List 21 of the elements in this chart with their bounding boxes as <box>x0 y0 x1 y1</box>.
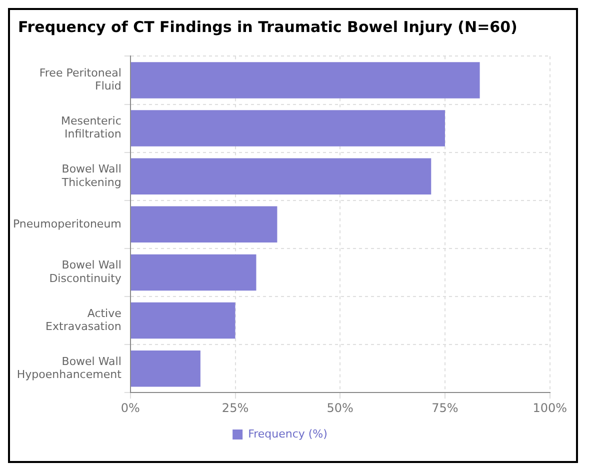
bar <box>130 158 432 194</box>
y-tick-label: Active Extravasation <box>46 306 122 333</box>
x-tick-label: 25% <box>222 400 249 415</box>
y-tick-label: Free Peritoneal Fluid <box>39 66 122 93</box>
y-tick-label: Bowel Wall Hypoenhancement <box>16 354 122 382</box>
y-tick-label: Bowel Wall Discontinuity <box>49 258 122 285</box>
bar <box>130 110 445 146</box>
bar <box>130 350 200 387</box>
x-tick-label: 75% <box>432 400 458 415</box>
x-tick-label: 100% <box>532 400 568 415</box>
y-tick-label: Mesenteric Infiltration <box>60 114 122 141</box>
chart-title: Frequency of CT Findings in Traumatic Bowel Injury (N=60) <box>17 17 518 38</box>
x-tick-label: 0% <box>120 400 140 415</box>
bar <box>130 62 480 98</box>
x-tick-label: 50% <box>326 400 354 415</box>
y-tick-label: Pneumoperitoneum <box>12 217 122 230</box>
bar <box>130 206 278 243</box>
legend-label: Frequency (%) <box>248 427 328 440</box>
y-tick-label: Bowel Wall Thickening <box>60 162 122 189</box>
bar <box>130 302 236 339</box>
bar <box>130 254 256 291</box>
